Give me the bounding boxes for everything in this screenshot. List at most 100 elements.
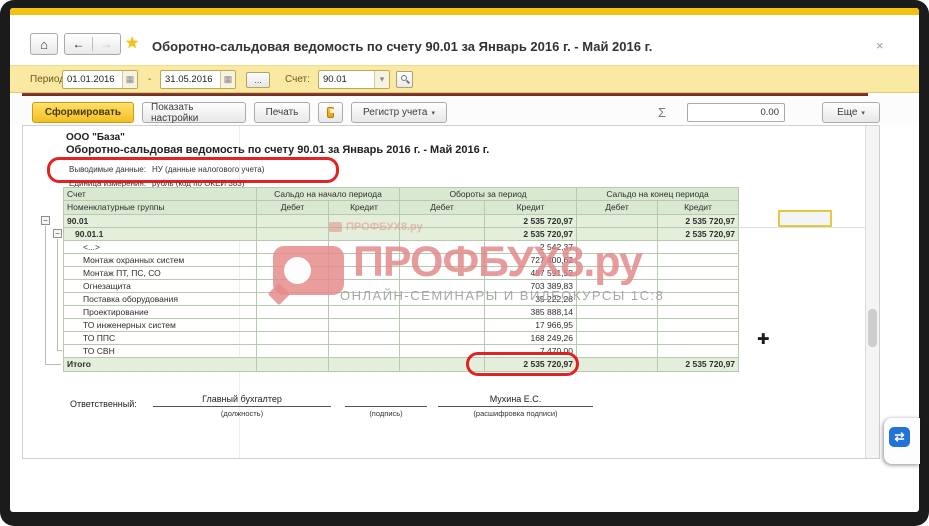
row-value[interactable] — [399, 331, 485, 345]
row-value[interactable] — [576, 331, 659, 345]
row-value[interactable] — [399, 240, 485, 254]
row-value[interactable] — [256, 214, 329, 228]
back-button[interactable]: ← — [65, 37, 93, 51]
row-value[interactable] — [399, 292, 485, 306]
row-value[interactable] — [657, 253, 740, 267]
table-row[interactable]: Поставка оборудования 35 222,28 — [63, 292, 740, 306]
generate-button[interactable]: Сформировать — [32, 102, 134, 123]
row-value[interactable] — [399, 318, 485, 332]
row-value[interactable] — [256, 240, 329, 254]
row-value[interactable] — [399, 266, 485, 280]
row-value[interactable] — [256, 227, 329, 241]
row-value[interactable] — [399, 344, 485, 358]
row-value[interactable] — [576, 253, 659, 267]
col-account[interactable]: Счет — [63, 187, 257, 201]
account-input[interactable]: 90.01 ▾ — [318, 70, 390, 89]
forward-button[interactable]: → — [93, 37, 120, 51]
calendar-icon[interactable]: ▦ — [122, 71, 137, 88]
period-options-button[interactable]: ... — [246, 72, 270, 88]
row-value[interactable]: 2 535 720,97 — [657, 214, 740, 228]
row-value[interactable] — [657, 305, 740, 319]
row-label[interactable]: ТО СВН — [63, 344, 257, 358]
row-value[interactable] — [328, 214, 400, 228]
row-value[interactable]: 385 888,14 — [483, 305, 578, 319]
table-row[interactable]: <...> 2 542,37 — [63, 240, 740, 254]
row-value[interactable] — [399, 214, 485, 228]
table-row[interactable]: Проектирование 385 888,14 — [63, 305, 740, 319]
favorite-star-icon[interactable]: ★ — [125, 35, 140, 52]
print-button[interactable]: Печать — [254, 102, 310, 123]
row-label[interactable]: Итого — [63, 357, 257, 372]
calendar-icon[interactable]: ▦ — [220, 71, 235, 88]
table-row[interactable]: 90.01 2 535 720,97 2 535 720,97 — [63, 214, 740, 228]
row-value[interactable] — [256, 357, 329, 372]
row-label[interactable]: Монтаж ПТ, ПС, СО — [63, 266, 257, 280]
row-value[interactable] — [256, 266, 329, 280]
period-from-input[interactable]: 01.01.2016 ▦ — [62, 70, 138, 89]
row-value[interactable] — [328, 305, 400, 319]
table-total-row[interactable]: Итого 2 535 720,97 2 535 720,97 — [63, 357, 740, 372]
row-value[interactable] — [576, 292, 659, 306]
row-value[interactable] — [657, 331, 740, 345]
row-label[interactable]: ТО инженерных систем — [63, 318, 257, 332]
row-value[interactable] — [576, 214, 659, 228]
row-value[interactable] — [328, 240, 400, 254]
row-value[interactable] — [399, 227, 485, 241]
col-end-balance[interactable]: Сальдо на конец периода — [576, 187, 740, 201]
row-value[interactable] — [576, 227, 659, 241]
row-value[interactable] — [657, 240, 740, 254]
row-label[interactable]: <...> — [63, 240, 257, 254]
row-value[interactable] — [256, 331, 329, 345]
row-value[interactable]: 168 249,26 — [483, 331, 578, 345]
col-groups[interactable]: Номенклатурные группы — [63, 200, 257, 215]
table-row[interactable]: ТО СВН 7 470,00 — [63, 344, 740, 358]
table-row[interactable]: ТО инженерных систем 17 966,95 — [63, 318, 740, 332]
collapse-toggle-90-01[interactable]: − — [41, 216, 50, 225]
row-value[interactable] — [256, 344, 329, 358]
vertical-scrollbar[interactable] — [865, 126, 879, 458]
row-value[interactable] — [657, 292, 740, 306]
row-label[interactable]: Поставка оборудования — [63, 292, 257, 306]
row-value[interactable]: 35 222,28 — [483, 292, 578, 306]
scrollbar-thumb[interactable] — [868, 309, 877, 347]
row-value[interactable] — [657, 266, 740, 280]
row-value[interactable] — [657, 279, 740, 293]
row-value[interactable] — [256, 253, 329, 267]
row-value[interactable] — [399, 357, 485, 372]
row-value[interactable] — [657, 344, 740, 358]
row-value[interactable] — [256, 305, 329, 319]
show-settings-button[interactable]: Показать настройки — [142, 102, 246, 124]
col-turnover[interactable]: Обороты за период — [398, 187, 578, 201]
row-value[interactable] — [328, 318, 400, 332]
save-button[interactable] — [318, 102, 343, 123]
row-value[interactable]: 2 535 720,97 — [657, 357, 740, 372]
row-value[interactable] — [657, 318, 740, 332]
col-credit[interactable]: Кредит — [328, 200, 400, 215]
col-begin-balance[interactable]: Сальдо на начало периода — [256, 187, 400, 201]
row-value[interactable]: 2 535 720,97 — [483, 227, 578, 241]
sum-field[interactable]: 0.00 — [687, 103, 785, 122]
row-value[interactable] — [256, 279, 329, 293]
row-label[interactable]: Монтаж охранных систем — [63, 253, 257, 267]
row-value[interactable] — [576, 357, 659, 372]
selected-cell[interactable] — [778, 210, 832, 227]
table-row[interactable]: Монтаж ПТ, ПС, СО 487 591,52 — [63, 266, 740, 280]
table-row[interactable]: 90.01.1 2 535 720,97 2 535 720,97 — [63, 227, 740, 241]
row-value[interactable]: 17 966,95 — [483, 318, 578, 332]
more-button[interactable]: Еще ▾ — [822, 102, 880, 123]
row-value[interactable] — [328, 253, 400, 267]
close-icon[interactable]: × — [876, 38, 884, 53]
home-button[interactable]: ⌂ — [30, 33, 58, 55]
row-value[interactable] — [399, 253, 485, 267]
row-value[interactable] — [256, 292, 329, 306]
row-value[interactable]: 2 535 720,97 — [483, 214, 578, 228]
row-value[interactable] — [256, 318, 329, 332]
col-credit[interactable]: Кредит — [483, 200, 578, 215]
row-value[interactable]: 727 400,62 — [483, 253, 578, 267]
row-value[interactable] — [399, 279, 485, 293]
row-value[interactable] — [328, 292, 400, 306]
row-value[interactable] — [328, 266, 400, 280]
row-label[interactable]: 90.01.1 — [63, 227, 257, 241]
table-row[interactable]: Огнезащита 703 389,83 — [63, 279, 740, 293]
remote-support-tab[interactable]: ⇄ — [884, 418, 920, 464]
